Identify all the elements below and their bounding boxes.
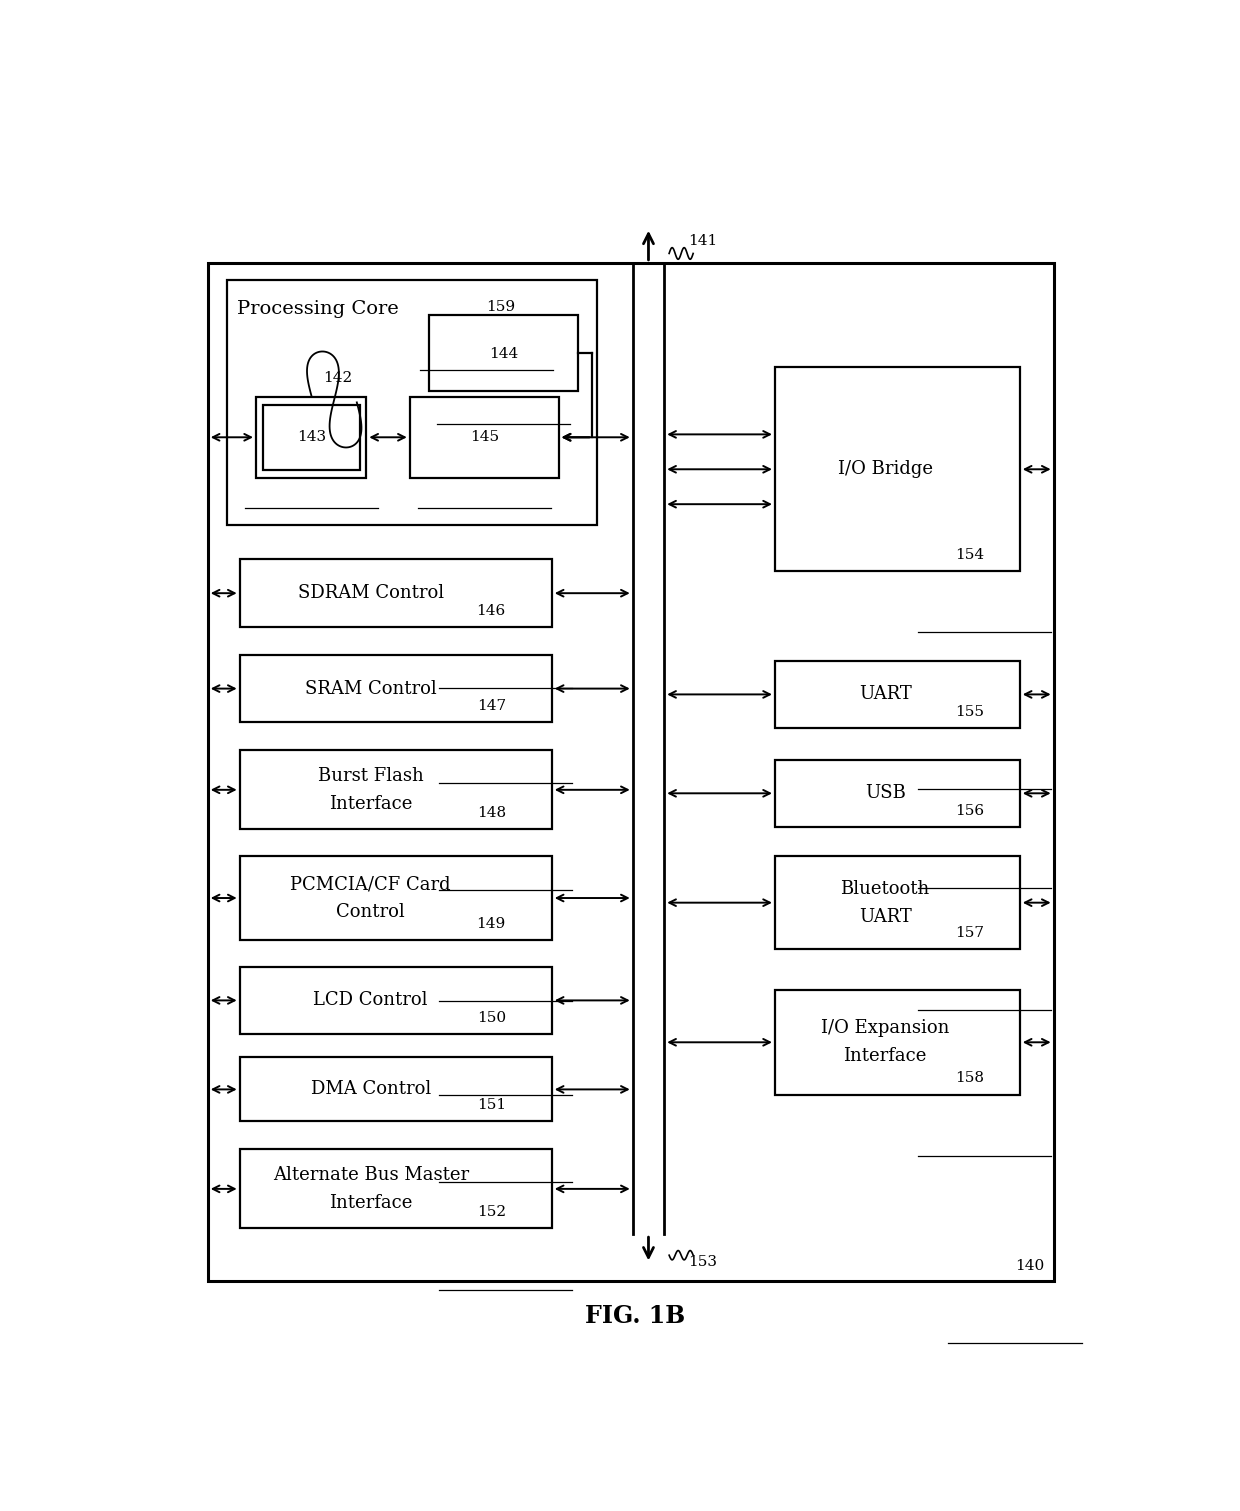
Text: SRAM Control: SRAM Control [305,680,436,698]
Text: Processing Core: Processing Core [237,301,398,317]
Bar [775,660,1021,728]
Text: 156: 156 [955,804,985,817]
Text: 140: 140 [1016,1259,1044,1272]
Text: SDRAM Control: SDRAM Control [298,585,444,603]
Text: PCMCIA/CF Card: PCMCIA/CF Card [290,875,451,893]
Text: 157: 157 [955,926,985,940]
Bar [239,1058,552,1121]
Text: Bluetooth: Bluetooth [841,879,930,898]
Text: 141: 141 [688,234,718,248]
Text: 150: 150 [476,1011,506,1024]
Text: 144: 144 [490,346,518,361]
Text: Burst Flash: Burst Flash [317,768,424,784]
Text: 146: 146 [476,603,506,618]
Bar [775,990,1021,1094]
Bar [429,316,578,391]
Text: 152: 152 [476,1206,506,1219]
Bar [239,1150,552,1228]
Bar [208,263,1054,1281]
Text: 158: 158 [955,1071,985,1085]
Text: I/O Bridge: I/O Bridge [837,461,932,479]
Text: UART: UART [859,686,911,704]
Text: 149: 149 [476,917,506,931]
Bar [239,559,552,627]
Text: Interface: Interface [843,1047,926,1065]
Bar [239,967,552,1034]
Text: 155: 155 [955,704,985,719]
Text: LCD Control: LCD Control [314,991,428,1009]
Bar [263,405,360,470]
Text: Alternate Bus Master: Alternate Bus Master [273,1166,469,1185]
Bar [239,857,552,940]
Text: DMA Control: DMA Control [310,1080,430,1098]
Text: UART: UART [859,908,911,926]
Text: 147: 147 [476,700,506,713]
Text: 154: 154 [955,548,985,562]
Bar [239,751,552,830]
Bar [239,654,552,722]
Text: FIG. 1B: FIG. 1B [585,1304,686,1328]
Bar [775,760,1021,827]
Bar [409,396,558,477]
Text: 143: 143 [298,431,326,444]
Text: 145: 145 [470,431,500,444]
Bar [227,280,596,524]
Text: USB: USB [864,784,905,802]
Bar [775,857,1021,949]
Text: Control: Control [336,904,405,922]
Text: 151: 151 [476,1098,506,1112]
Text: I/O Expansion: I/O Expansion [821,1020,950,1038]
Text: 159: 159 [486,301,516,314]
Bar [775,367,1021,571]
Text: Interface: Interface [329,1194,413,1212]
Text: 153: 153 [688,1256,718,1269]
Bar [255,396,367,477]
Text: 148: 148 [476,805,506,820]
Text: 142: 142 [324,370,352,385]
Text: Interface: Interface [329,795,413,813]
